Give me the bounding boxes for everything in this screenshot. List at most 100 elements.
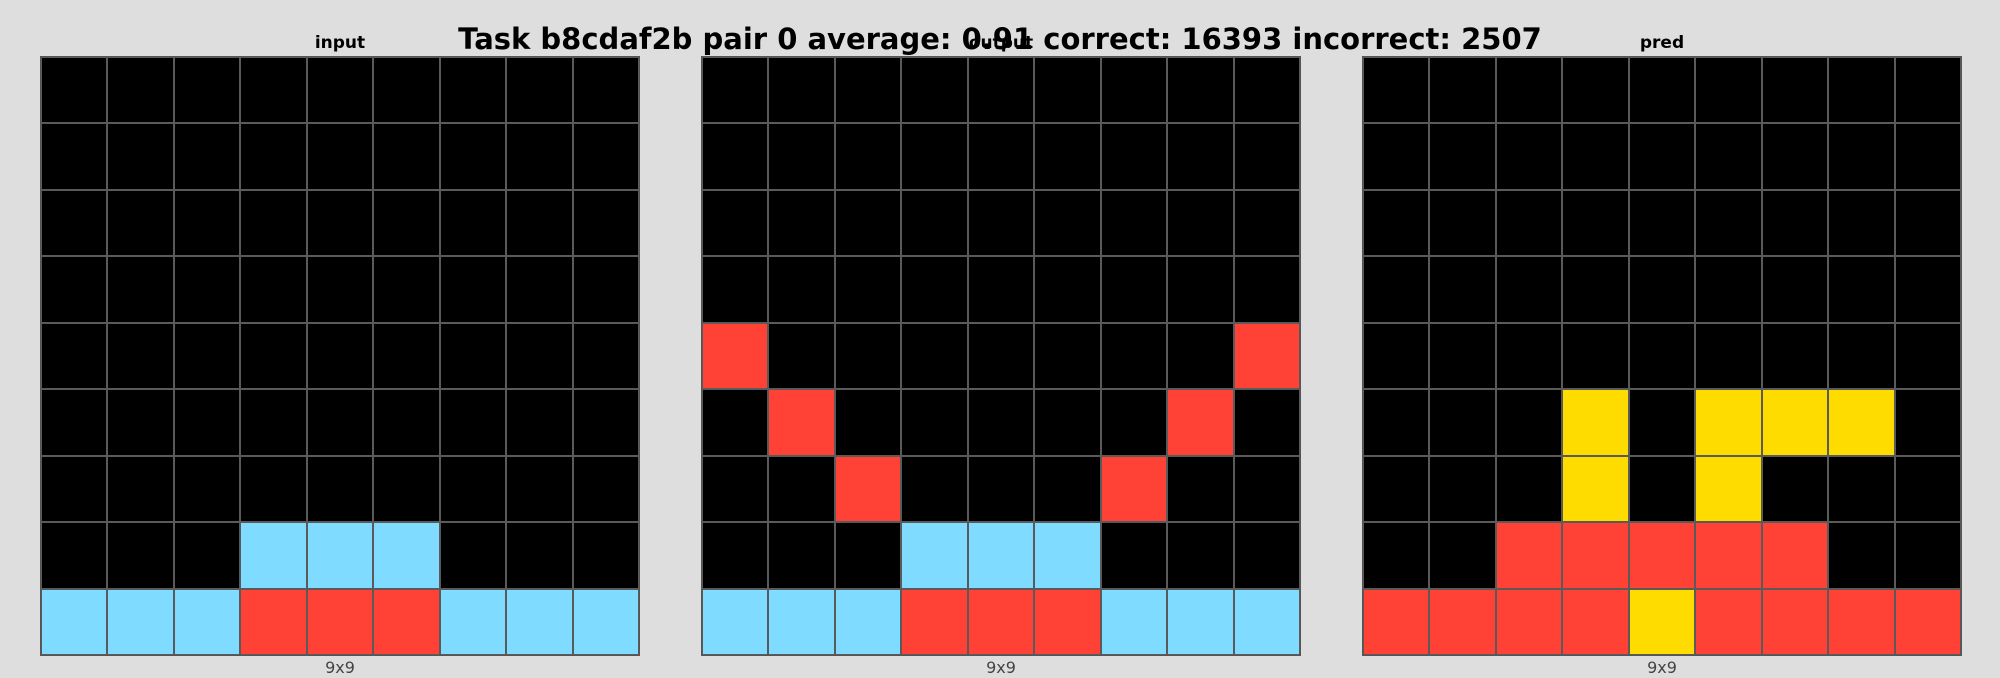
grid-cell [1233, 123, 1300, 190]
grid-cell [439, 322, 507, 390]
grid-cell [1695, 189, 1762, 257]
grid-cell [41, 322, 108, 390]
grid-cell [306, 455, 374, 523]
grid-cell [1233, 455, 1300, 523]
grid-cell [834, 389, 902, 456]
grid-cell [1363, 389, 1430, 456]
grid-cell [768, 322, 835, 390]
grid-cell [1562, 123, 1629, 190]
pred-grid [1362, 56, 1962, 656]
grid-cell [1429, 389, 1496, 456]
grid-cell [768, 57, 835, 124]
grid-cell [173, 322, 241, 390]
grid-cell [901, 522, 968, 589]
input-panel-title: input [314, 33, 366, 53]
grid-cell [1034, 256, 1101, 323]
grid-cell [1761, 389, 1829, 456]
grid-cell [1167, 588, 1234, 655]
grid-cell [1429, 189, 1496, 257]
grid-cell [173, 256, 241, 323]
grid-cell [1495, 189, 1563, 257]
grid-cell [1167, 123, 1234, 190]
grid-cell [1363, 522, 1430, 589]
grid-cell [1695, 522, 1762, 589]
input-size-label: 9x9 [325, 658, 355, 677]
grid-cell [1233, 256, 1300, 323]
grid-cell [173, 189, 241, 257]
grid-cell [107, 256, 174, 323]
grid-cell [240, 588, 307, 655]
grid-cell [901, 588, 968, 655]
grid-cell [439, 522, 507, 589]
grid-cell [702, 522, 769, 589]
grid-cell [1894, 322, 1961, 390]
grid-cell [702, 588, 769, 655]
grid-cell [506, 455, 573, 523]
grid-cell [901, 322, 968, 390]
grid-cell [1363, 189, 1430, 257]
grid-cell [1628, 588, 1696, 655]
grid-cell [439, 455, 507, 523]
grid-cell [1167, 57, 1234, 124]
grid-cell [1562, 189, 1629, 257]
grid-cell [107, 455, 174, 523]
grid-cell [834, 588, 902, 655]
grid-cell [1761, 123, 1829, 190]
grid-cell [768, 123, 835, 190]
grid-cell [439, 588, 507, 655]
grid-cell [240, 189, 307, 257]
grid-cell [1761, 256, 1829, 323]
input-grid [40, 56, 640, 656]
grid-cell [1828, 322, 1895, 390]
grid-cell [1233, 189, 1300, 257]
grid-cell [1828, 189, 1895, 257]
grid-cell [1429, 123, 1496, 190]
grid-cell [1100, 455, 1168, 523]
grid-cell [1695, 57, 1762, 124]
grid-cell [1562, 588, 1629, 655]
grid-cell [834, 57, 902, 124]
grid-cell [373, 522, 440, 589]
grid-cell [1628, 256, 1696, 323]
input-panel: input 9x9 [40, 0, 640, 677]
grid-cell [1495, 455, 1563, 523]
grid-cell [506, 588, 573, 655]
grid-cell [506, 522, 573, 589]
grid-cell [768, 389, 835, 456]
grid-cell [1894, 123, 1961, 190]
grid-cell [834, 123, 902, 190]
output-panel: output 9x9 [701, 0, 1301, 677]
grid-cell [373, 189, 440, 257]
grid-cell [107, 389, 174, 456]
grid-cell [1628, 123, 1696, 190]
grid-cell [1100, 123, 1168, 190]
grid-cell [1429, 588, 1496, 655]
grid-cell [107, 57, 174, 124]
grid-cell [373, 322, 440, 390]
grid-cell [1562, 256, 1629, 323]
grid-cell [1894, 389, 1961, 456]
grid-cell [702, 455, 769, 523]
grid-cell [1761, 57, 1829, 124]
grid-cell [1233, 522, 1300, 589]
grid-cell [967, 123, 1035, 190]
grid-cell [240, 322, 307, 390]
grid-cell [702, 389, 769, 456]
grid-cell [1695, 256, 1762, 323]
grid-cell [306, 189, 374, 257]
grid-cell [1562, 522, 1629, 589]
grid-cell [702, 57, 769, 124]
grid-cell [41, 522, 108, 589]
grid-cell [702, 256, 769, 323]
grid-cell [967, 588, 1035, 655]
grid-cell [41, 455, 108, 523]
grid-cell [1695, 455, 1762, 523]
grid-cell [1100, 57, 1168, 124]
figure-title: Task b8cdaf2b pair 0 average: 0.91 corre… [458, 22, 1542, 56]
grid-cell [1363, 57, 1430, 124]
grid-cell [1828, 455, 1895, 523]
grid-cell [967, 389, 1035, 456]
output-size-label: 9x9 [986, 658, 1016, 677]
grid-cell [173, 588, 241, 655]
grid-cell [506, 123, 573, 190]
